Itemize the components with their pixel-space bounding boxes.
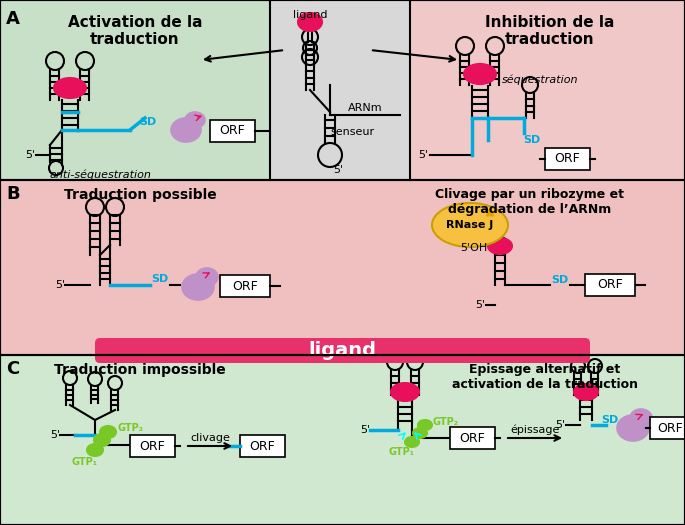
Text: 5': 5' bbox=[55, 280, 65, 290]
Text: ORF: ORF bbox=[140, 439, 165, 453]
Ellipse shape bbox=[182, 274, 214, 300]
Text: ARNm: ARNm bbox=[348, 103, 382, 113]
Text: ORF: ORF bbox=[249, 439, 275, 453]
Bar bbox=[0, 180, 685, 355]
Text: 5': 5' bbox=[475, 300, 485, 310]
FancyBboxPatch shape bbox=[130, 435, 175, 457]
Text: ORF: ORF bbox=[460, 432, 486, 445]
Text: Traduction possible: Traduction possible bbox=[64, 188, 216, 202]
FancyBboxPatch shape bbox=[0, 180, 685, 345]
Ellipse shape bbox=[630, 409, 652, 427]
Ellipse shape bbox=[432, 203, 508, 247]
Text: épissage: épissage bbox=[510, 425, 560, 435]
Ellipse shape bbox=[464, 64, 496, 84]
FancyBboxPatch shape bbox=[545, 148, 590, 170]
Text: 5': 5' bbox=[418, 150, 428, 160]
Text: Epissage alternatif et
activation de la traduction: Epissage alternatif et activation de la … bbox=[452, 363, 638, 391]
Text: ORF: ORF bbox=[220, 124, 245, 138]
Ellipse shape bbox=[574, 384, 598, 400]
Text: C: C bbox=[6, 360, 19, 378]
Ellipse shape bbox=[94, 434, 110, 446]
Ellipse shape bbox=[418, 420, 432, 430]
Ellipse shape bbox=[87, 444, 103, 456]
Text: SD: SD bbox=[151, 274, 169, 284]
Text: Traduction impossible: Traduction impossible bbox=[54, 363, 226, 377]
Text: ligand: ligand bbox=[292, 10, 327, 20]
Ellipse shape bbox=[171, 118, 201, 142]
Ellipse shape bbox=[488, 238, 512, 254]
FancyBboxPatch shape bbox=[0, 340, 685, 360]
Text: 5': 5' bbox=[555, 420, 565, 430]
Ellipse shape bbox=[413, 428, 427, 438]
Text: GTP₂: GTP₂ bbox=[118, 423, 144, 433]
Text: ORF: ORF bbox=[657, 422, 683, 435]
Ellipse shape bbox=[100, 426, 116, 438]
Text: SD: SD bbox=[523, 135, 540, 145]
Text: GTP₂: GTP₂ bbox=[433, 417, 459, 427]
Text: 5': 5' bbox=[50, 430, 60, 440]
Text: B: B bbox=[6, 185, 20, 203]
Text: ligand: ligand bbox=[308, 341, 376, 361]
Ellipse shape bbox=[185, 112, 205, 128]
Text: GTP₁: GTP₁ bbox=[389, 447, 415, 457]
Ellipse shape bbox=[196, 268, 218, 286]
Text: A: A bbox=[6, 10, 20, 28]
Text: SD: SD bbox=[139, 117, 157, 127]
Ellipse shape bbox=[54, 78, 86, 98]
Text: +: + bbox=[561, 341, 580, 361]
Bar bbox=[0, 0, 685, 180]
Text: séquestration: séquestration bbox=[501, 75, 578, 85]
Text: senseur: senseur bbox=[330, 127, 374, 137]
FancyBboxPatch shape bbox=[240, 435, 285, 457]
Text: clivage: clivage bbox=[190, 433, 230, 443]
Text: Inhibition de la
traduction: Inhibition de la traduction bbox=[485, 15, 614, 47]
Text: 5': 5' bbox=[25, 150, 35, 160]
Ellipse shape bbox=[391, 383, 419, 401]
FancyBboxPatch shape bbox=[270, 0, 410, 180]
Text: 5'OH: 5'OH bbox=[460, 243, 487, 253]
FancyBboxPatch shape bbox=[650, 417, 685, 439]
Text: 5': 5' bbox=[333, 165, 343, 175]
Bar bbox=[0, 355, 685, 525]
FancyBboxPatch shape bbox=[220, 275, 270, 297]
FancyBboxPatch shape bbox=[0, 0, 685, 180]
Text: RNase J: RNase J bbox=[447, 220, 494, 230]
Ellipse shape bbox=[405, 437, 419, 447]
Text: ORF: ORF bbox=[232, 279, 258, 292]
FancyBboxPatch shape bbox=[0, 355, 685, 525]
FancyBboxPatch shape bbox=[0, 0, 270, 180]
FancyBboxPatch shape bbox=[450, 427, 495, 449]
Text: Activation de la
traduction: Activation de la traduction bbox=[68, 15, 202, 47]
FancyBboxPatch shape bbox=[410, 0, 685, 180]
FancyBboxPatch shape bbox=[95, 338, 590, 363]
Ellipse shape bbox=[298, 13, 322, 31]
Text: ORF: ORF bbox=[597, 278, 623, 291]
Text: GTP₁: GTP₁ bbox=[72, 457, 98, 467]
Text: anti-séquestration: anti-séquestration bbox=[49, 170, 151, 180]
Text: SD: SD bbox=[601, 415, 619, 425]
Text: SD: SD bbox=[551, 275, 569, 285]
FancyBboxPatch shape bbox=[585, 274, 635, 296]
FancyBboxPatch shape bbox=[0, 0, 685, 180]
Ellipse shape bbox=[617, 415, 649, 441]
Text: ORF: ORF bbox=[555, 152, 580, 165]
Text: 5': 5' bbox=[360, 425, 370, 435]
FancyBboxPatch shape bbox=[210, 120, 255, 142]
Text: -: - bbox=[110, 341, 120, 361]
Text: Clivage par un ribozyme et
dégradation de l’ARNm: Clivage par un ribozyme et dégradation d… bbox=[436, 188, 625, 216]
